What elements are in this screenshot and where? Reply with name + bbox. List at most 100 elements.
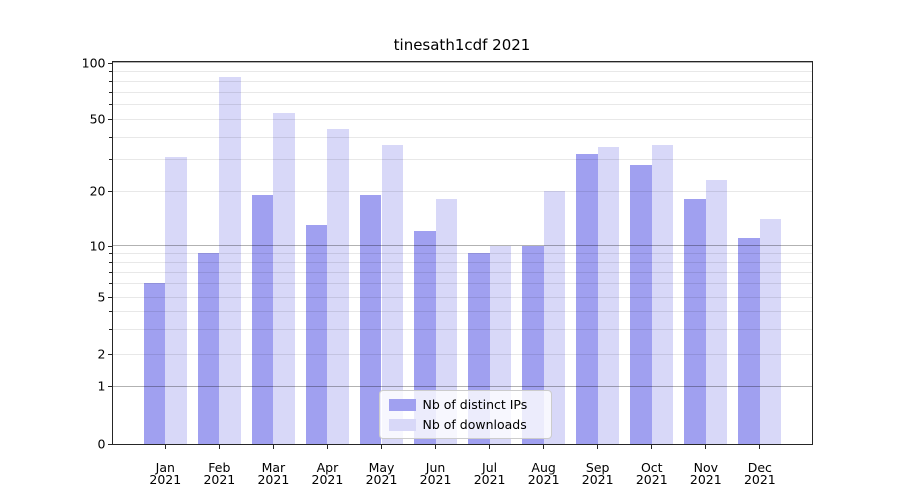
y-tick-label-20: 20 — [89, 183, 106, 199]
x-tick-month: Mar — [261, 459, 286, 475]
x-tick-apr — [326, 444, 328, 449]
x-tick-year: 2021 — [635, 472, 668, 487]
legend-row-distinct-ips: Nb of distinct IPs — [388, 397, 541, 412]
minor-gridline-50 — [112, 119, 812, 121]
minor-gridline-60 — [112, 104, 812, 106]
plot-area: 0 1 2 5 10 20 50 100 Jan 2021 Feb 2021 Mar 2021 Apr 202… — [82, 55, 813, 486]
y-tick-label-0: 0 — [97, 436, 106, 451]
x-tick-year: 2021 — [203, 472, 236, 487]
x-tick-jan — [164, 444, 166, 449]
y-tick-10 — [107, 245, 112, 247]
y-tick-label-50: 50 — [89, 111, 106, 127]
major-gridline-100 — [112, 62, 812, 64]
x-tick-year: 2021 — [365, 472, 398, 487]
y-minor-tick-6 — [109, 283, 112, 285]
x-tick-feb — [218, 444, 220, 449]
y-minor-tick-3 — [109, 328, 112, 330]
legend-swatch-downloads — [388, 418, 416, 431]
y-tick-100 — [107, 62, 112, 64]
bar-downloads-oct — [651, 145, 674, 444]
x-tick-month: Feb — [208, 459, 231, 475]
legend-row-downloads: Nb of downloads — [388, 417, 541, 432]
legend-swatch-distinct-ips — [388, 398, 416, 411]
minor-gridline-80 — [112, 80, 812, 82]
bar-downloads-feb — [219, 76, 241, 444]
x-tick-label-sep: Sep 2021 — [581, 459, 614, 487]
x-tick-year: 2021 — [689, 472, 722, 487]
x-tick-year: 2021 — [257, 472, 290, 487]
x-tick-label-aug: Aug 2021 — [527, 459, 560, 487]
legend: Nb of distinct IPs Nb of downloads — [378, 390, 552, 439]
x-tick-label-oct: Oct 2021 — [635, 459, 668, 487]
y-minor-tick-8 — [109, 262, 112, 264]
x-tick-label-mar: Mar 2021 — [257, 459, 290, 487]
x-tick-year: 2021 — [473, 472, 506, 487]
y-tick-2 — [107, 354, 112, 356]
chart-title: tinesath1cdf 2021 — [393, 36, 531, 54]
x-tick-month: Sep — [585, 459, 610, 475]
y-minor-tick-7 — [109, 271, 112, 273]
x-tick-jun — [435, 444, 437, 449]
bar-distinct-ips-may — [359, 195, 382, 444]
legend-label-downloads: Nb of downloads — [422, 417, 527, 432]
x-tick-month: Apr — [316, 459, 339, 475]
x-tick-label-dec: Dec 2021 — [743, 459, 776, 487]
x-tick-month: Dec — [747, 459, 772, 475]
x-tick-month: Jun — [425, 459, 446, 475]
y-tick-5 — [107, 296, 112, 298]
x-tick-label-apr: Apr 2021 — [312, 459, 344, 487]
x-tick-dec — [759, 444, 761, 449]
bar-distinct-ips-apr — [305, 225, 328, 444]
x-tick-month: Jan — [155, 459, 175, 475]
x-tick-aug — [543, 444, 545, 449]
y-minor-tick-4 — [109, 310, 112, 312]
x-tick-nov — [705, 444, 707, 449]
x-tick-month: May — [368, 459, 395, 475]
y-tick-label-2: 2 — [97, 346, 106, 362]
y-minor-tick-9 — [109, 253, 112, 255]
bar-distinct-ips-sep — [576, 154, 598, 444]
x-tick-month: Oct — [640, 459, 663, 475]
bar-distinct-ips-dec — [738, 238, 760, 444]
y-tick-label-5: 5 — [97, 289, 106, 305]
bar-downloads-mar — [273, 113, 295, 444]
y-tick-1 — [107, 386, 112, 387]
y-minor-tick-80 — [109, 80, 112, 82]
bar-downloads-jan — [165, 156, 187, 444]
bar-downloads-apr — [327, 129, 350, 444]
x-tick-year: 2021 — [149, 472, 182, 487]
x-tick-label-may: May 2021 — [365, 459, 398, 487]
y-tick-label-100: 100 — [81, 55, 106, 71]
bar-distinct-ips-jan — [143, 283, 166, 444]
bar-distinct-ips-nov — [684, 199, 706, 444]
bar-downloads-sep — [597, 147, 620, 444]
minor-gridline-30 — [112, 159, 812, 161]
bar-distinct-ips-oct — [630, 164, 652, 444]
x-tick-year: 2021 — [743, 472, 776, 487]
bar-distinct-ips-feb — [197, 253, 220, 444]
x-tick-month: Jul — [482, 459, 498, 475]
x-tick-mar — [272, 444, 274, 449]
y-minor-tick-30 — [109, 159, 112, 161]
y-tick-20 — [107, 190, 112, 192]
x-tick-jul — [489, 444, 491, 449]
x-tick-year: 2021 — [419, 472, 452, 487]
y-tick-label-1: 1 — [97, 378, 106, 394]
y-tick-label-10: 10 — [89, 238, 106, 254]
x-tick-may — [381, 444, 382, 449]
bar-downloads-jun — [435, 199, 458, 444]
bar-downloads-nov — [705, 180, 728, 444]
x-tick-label-jul: Jul 2021 — [473, 459, 506, 487]
legend-label-distinct-ips: Nb of distinct IPs — [422, 397, 528, 412]
x-tick-month: Aug — [531, 459, 556, 475]
x-tick-year: 2021 — [581, 472, 614, 487]
bar-downloads-may — [381, 145, 404, 444]
bar-downloads-aug — [543, 191, 566, 444]
x-tick-label-jun: Jun 2021 — [419, 459, 452, 487]
minor-gridline-40 — [112, 136, 812, 138]
x-tick-year: 2021 — [527, 472, 560, 487]
bar-downloads-dec — [759, 219, 782, 444]
y-tick-50 — [107, 119, 112, 121]
y-tick-0 — [107, 443, 112, 445]
